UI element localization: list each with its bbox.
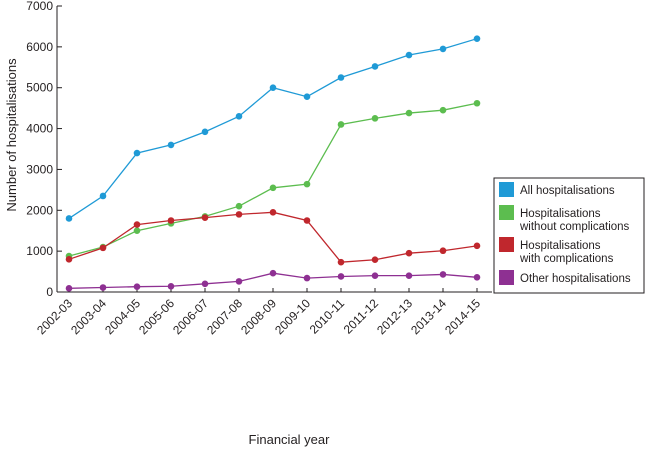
- x-tick-label: 2006-07: [170, 296, 211, 337]
- y-tick-label: 7000: [26, 0, 53, 13]
- legend-label: Hospitalisations with complications: [519, 240, 614, 265]
- y-tick-label: 3000: [26, 162, 53, 176]
- data-point: [337, 121, 345, 128]
- legend-swatch: [499, 237, 514, 252]
- data-point: [337, 74, 345, 81]
- data-point: [201, 280, 209, 288]
- legend-label: All hospitalisations: [520, 185, 615, 197]
- data-point: [371, 115, 379, 122]
- data-point: [235, 211, 243, 218]
- series-3: [65, 209, 481, 266]
- legend: All hospitalisations Hospitalisations with…: [493, 177, 645, 294]
- legend-swatch: [499, 270, 514, 285]
- data-point: [269, 84, 277, 92]
- series-line: [68, 102, 478, 257]
- y-axis: 0 1000 2000 3000 4000 5000 6000 7000: [26, 0, 62, 299]
- data-point: [133, 227, 141, 235]
- x-tick-label: 2011-12: [341, 296, 382, 337]
- series-line: [68, 38, 478, 219]
- y-tick-label: 2000: [26, 203, 53, 217]
- data-point: [167, 217, 175, 224]
- x-tick-label: 2010-11: [307, 296, 348, 337]
- data-point: [439, 45, 447, 53]
- data-point: [405, 249, 413, 257]
- data-point: [473, 35, 481, 42]
- x-tick-label: 2013-14: [408, 296, 449, 337]
- data-point: [201, 128, 209, 136]
- series-2: [65, 99, 481, 260]
- data-point: [133, 221, 141, 228]
- data-point: [371, 272, 379, 279]
- x-tick-label: 2009-10: [272, 296, 313, 337]
- data-point: [405, 272, 413, 279]
- x-tick-label: 2008-09: [238, 296, 279, 337]
- y-tick-label: 1000: [26, 244, 53, 258]
- data-point: [99, 244, 107, 252]
- data-point: [337, 258, 345, 266]
- y-axis-title: Number of hospitalisations: [4, 58, 19, 212]
- series-1: [65, 35, 481, 222]
- data-point: [65, 215, 73, 222]
- data-point: [201, 214, 209, 221]
- legend-label: Other hospitalisations: [520, 273, 631, 285]
- data-point: [269, 209, 277, 216]
- data-point: [65, 256, 73, 263]
- legend-box: [493, 177, 645, 294]
- data-point: [303, 274, 311, 282]
- data-point: [235, 278, 243, 285]
- data-point: [473, 242, 481, 250]
- data-point: [65, 285, 73, 292]
- x-tick-label: 2003-04: [68, 296, 109, 337]
- data-point: [473, 273, 481, 281]
- series-line: [68, 211, 478, 263]
- legend-swatch: [499, 205, 514, 220]
- data-point: [439, 106, 447, 114]
- data-point: [371, 256, 379, 264]
- data-point: [303, 180, 311, 188]
- x-tick-label: 2005-06: [136, 296, 177, 337]
- data-point: [439, 271, 447, 278]
- data-point: [235, 113, 243, 120]
- x-tick-label: 2014-15: [442, 296, 483, 337]
- x-axis-title: Financial year: [249, 432, 331, 447]
- data-point: [167, 282, 175, 290]
- x-tick-label: 2002-03: [34, 296, 75, 337]
- data-point: [337, 273, 345, 280]
- data-point: [303, 217, 311, 224]
- legend-swatch: [499, 182, 514, 197]
- data-point: [405, 109, 413, 117]
- legend-label: Hospitalisations without complications: [519, 208, 630, 233]
- y-tick-label: 6000: [26, 40, 53, 54]
- data-point: [269, 269, 277, 277]
- data-point: [99, 192, 107, 200]
- series-layer: [65, 35, 481, 292]
- data-point: [405, 51, 413, 59]
- data-point: [439, 247, 447, 255]
- data-point: [133, 149, 141, 157]
- data-point: [473, 99, 481, 107]
- y-tick-label: 4000: [26, 122, 53, 136]
- y-tick-label: 5000: [26, 81, 53, 95]
- x-tick-label: 2012-13: [374, 296, 415, 337]
- y-tick-label: 0: [46, 285, 53, 299]
- data-point: [371, 63, 379, 70]
- data-point: [269, 184, 277, 192]
- x-tick-label: 2007-08: [204, 296, 245, 337]
- series-4: [65, 269, 481, 292]
- data-point: [167, 141, 175, 149]
- data-point: [99, 284, 107, 291]
- data-point: [235, 202, 243, 210]
- x-axis: 2002-032003-042004-052005-062006-072007-…: [34, 288, 492, 337]
- data-point: [133, 283, 141, 290]
- x-tick-label: 2004-05: [102, 296, 143, 337]
- data-point: [303, 93, 311, 101]
